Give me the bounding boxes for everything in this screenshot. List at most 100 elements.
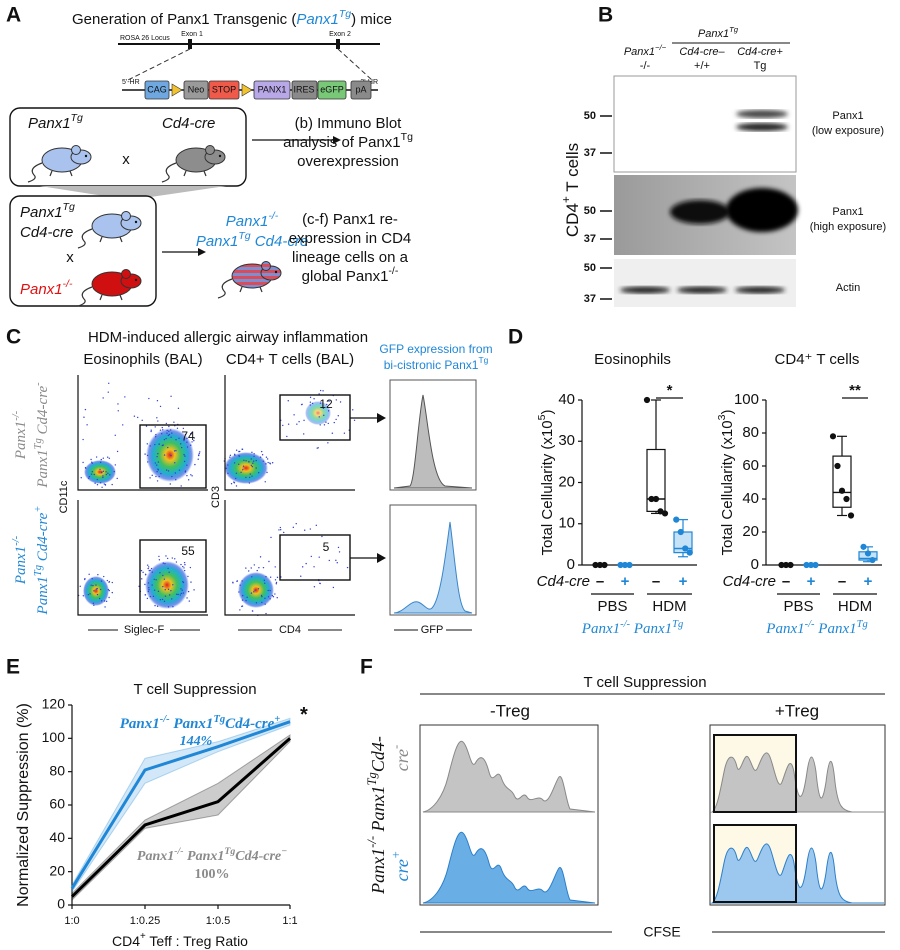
flow-event (274, 593, 276, 595)
panel-a-title: Tg (339, 8, 351, 20)
flow-event (257, 588, 260, 590)
flow-event (96, 587, 98, 590)
y-axis-title: Normalized Suppression (%) (15, 703, 32, 907)
flow-event (83, 416, 85, 418)
flow-event (108, 457, 111, 459)
flow-event (95, 584, 97, 586)
flow-event (265, 456, 268, 458)
flow-event (158, 555, 160, 558)
flow-event (105, 473, 108, 476)
panel-a-polygon (171, 83, 183, 97)
data-point (812, 561, 819, 569)
flow-event (327, 410, 330, 412)
text-part: ) (719, 410, 736, 415)
flow-plots (77, 382, 356, 617)
panel-c-rows-name: Tg (33, 438, 44, 449)
chart-title: CD4⁺ T cells (775, 351, 860, 368)
y-tick-label: 20 (49, 862, 65, 878)
text-part: Tg (672, 619, 683, 630)
flow-event (189, 433, 192, 435)
text-part: Panx1 (630, 621, 672, 637)
flow-event (147, 461, 149, 463)
flow-event (150, 430, 152, 433)
panel-c-rect (279, 534, 351, 581)
panel-a-cross-1-symbol: x (122, 151, 130, 168)
flow-event (174, 462, 176, 464)
flow-event (148, 587, 150, 589)
flow-event (91, 470, 94, 473)
flow-event (175, 561, 178, 563)
panel-a-text: Panx1Tg (20, 201, 75, 221)
group-label: HDM (652, 598, 686, 615)
flow-event (233, 482, 236, 484)
x-tick-label: 1:0.5 (206, 915, 230, 927)
panel-e-text: Panx1-/- Panx1TgCd4-cre− (137, 846, 287, 864)
x-tick-label: + (807, 573, 816, 590)
flow-event (266, 471, 268, 474)
y-axis-title: Total Cellularity (x103) (716, 410, 736, 556)
panel-a-outcome-2: expression in CD4 (289, 230, 412, 247)
flow-event (259, 456, 262, 458)
flow-event (328, 559, 330, 562)
flow-event (99, 461, 102, 464)
panel-c-path (77, 375, 208, 491)
data-point (787, 561, 794, 569)
flow-event (197, 458, 199, 460)
flow-event (309, 401, 312, 403)
flow-event (241, 594, 244, 597)
panel-f-x-label: CFSE (643, 924, 680, 940)
panel-a-use (217, 260, 282, 299)
panel-a-outcome-1: overexpression (297, 153, 399, 170)
flow-event (106, 456, 109, 458)
flow-event (122, 424, 124, 426)
flow-event (338, 551, 341, 553)
flow-plots-ellipse (145, 561, 189, 609)
flow-event (147, 582, 150, 584)
flow-event (156, 480, 159, 482)
flow-event (170, 454, 172, 457)
panel-f-rows: cre (392, 749, 412, 771)
text-part: Panx1 (815, 621, 857, 637)
flow-event (264, 582, 266, 584)
flow-event (179, 594, 181, 596)
panel-b-ellipse (677, 286, 727, 294)
flow-event (164, 562, 166, 565)
flow-event (90, 458, 92, 461)
flow-event (298, 421, 300, 423)
significance: * (300, 704, 308, 726)
data-point (829, 433, 837, 440)
panel-c-text: Panx1-/- (11, 535, 30, 585)
flow-event (165, 555, 167, 557)
panel-b-group: Tg (729, 25, 739, 34)
panel-e-chart-data-series-label: 144% (180, 734, 213, 749)
flow-event (240, 471, 242, 474)
flow-event (152, 595, 155, 598)
flow-event (187, 575, 189, 578)
panel-a-cross-2-parent-1: Panx1 (20, 204, 63, 221)
flow-event (265, 612, 267, 615)
flow-event (180, 592, 182, 595)
flow-event (266, 458, 269, 460)
flow-event (177, 593, 179, 596)
flow-event (180, 485, 182, 487)
flow-event (99, 588, 102, 591)
flow-event (97, 573, 99, 576)
panel-a-offspring: Panx1 (226, 213, 269, 230)
flow-event (269, 598, 271, 600)
flow-event (141, 578, 143, 580)
flow-event (184, 564, 186, 566)
flow-event (162, 429, 164, 431)
panel-a-text: Panx1-/- (20, 278, 73, 298)
panel-b-text: Panx1Tg (698, 25, 739, 40)
x-tick-label: – (838, 573, 846, 590)
flow-event (163, 438, 166, 441)
flow-event (151, 474, 153, 477)
flow-event (173, 421, 175, 423)
data-point (643, 396, 651, 404)
panel-a-label: A (6, 4, 21, 27)
flow-event (241, 448, 243, 450)
flow-event (92, 584, 94, 587)
panel-e-chart-data-series-name: Cd4-cre (235, 849, 281, 864)
flow-event (178, 437, 180, 439)
